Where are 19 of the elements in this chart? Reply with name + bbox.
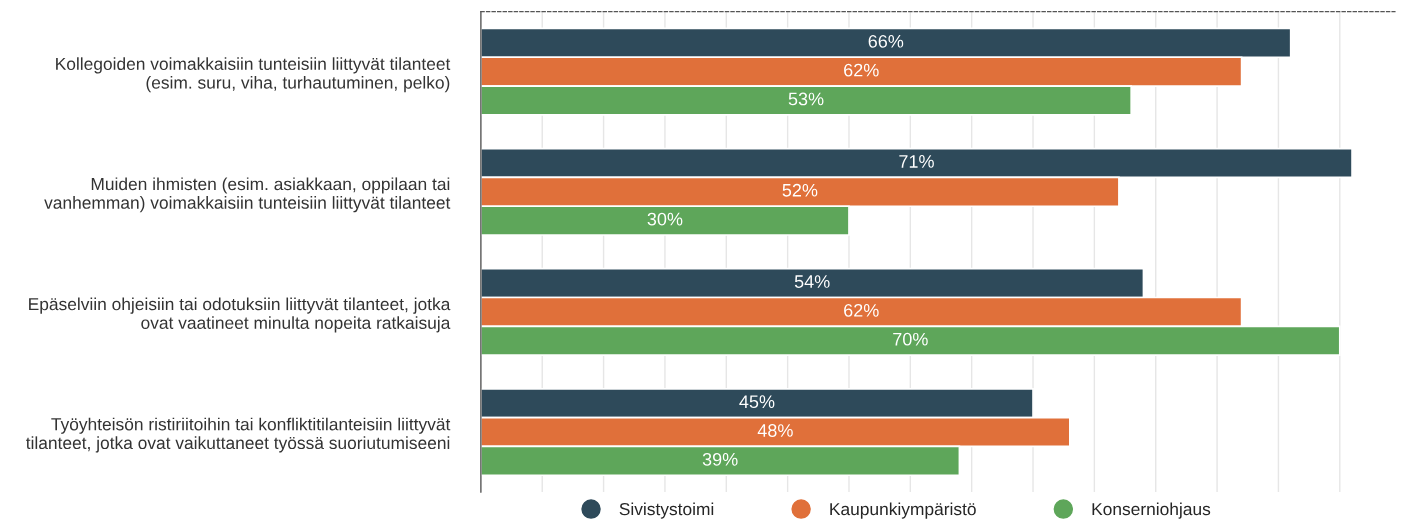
data-label: 66% (868, 34, 904, 48)
y-tick-label: Kollegoiden voimakkaisiin tunteisiin liittyvät tilanteet (esim. suru, viha, turhautuminen, pelko) (56, 57, 451, 93)
y-tick-label: Muiden ihmisten (esim. asiakkaan, oppilaan tai vanhemman) voimakkaisiin tunteisiin liittyvät tilanteet (44, 177, 451, 213)
legend-label: Konserniohjaus (1092, 502, 1211, 519)
data-label: 39% (702, 452, 738, 466)
data-label: 30% (647, 212, 683, 226)
y-tick-label: Epäselviin ohjeisiin tai odotuksiin liittyvät tilanteet, jotka ovat vaatineet minulta nopeita ratkaisuja (29, 297, 451, 333)
legend-label: Sivistystoimi (619, 502, 714, 519)
data-label: 53% (788, 92, 824, 106)
y-tick-label: Työyhteisön ristiriitoihin tai konfliktitilanteisiin liittyvät tilanteet, jotka ovat vaikuttaneet työssä suoriutumiseeni (26, 417, 451, 453)
data-label: 45% (739, 395, 775, 409)
data-label: 62% (844, 63, 879, 77)
legend-label: Kaupunkiympäristö (830, 502, 976, 519)
data-label: 52% (782, 183, 818, 197)
data-label: 70% (893, 332, 928, 346)
data-label: 71% (899, 155, 934, 168)
data-label: 54% (794, 275, 830, 288)
data-label: 62% (844, 303, 879, 317)
data-label: 48% (757, 424, 793, 437)
